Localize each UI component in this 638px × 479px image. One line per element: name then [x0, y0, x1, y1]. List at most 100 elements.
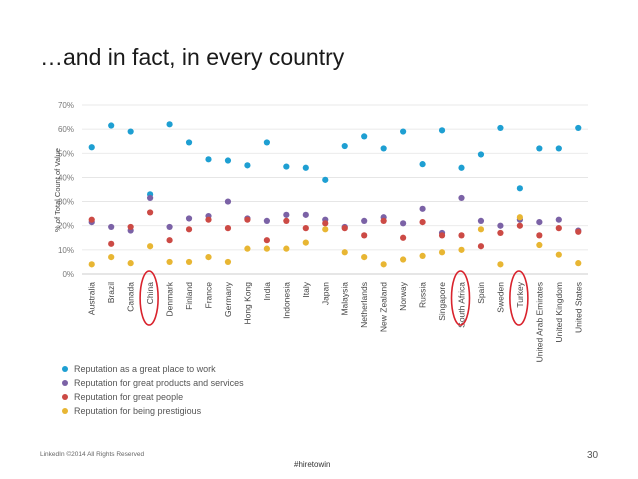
x-tick-label: Hong Kong: [242, 282, 252, 325]
x-tick-label: China: [145, 282, 155, 304]
x-tick-label: Denmark: [165, 281, 175, 316]
data-point: [555, 225, 562, 232]
data-point: [88, 216, 95, 223]
data-point: [400, 220, 407, 227]
data-point: [361, 254, 368, 261]
data-point: [244, 162, 251, 169]
data-point: [283, 217, 290, 224]
y-tick-label: 50%: [58, 149, 74, 158]
x-tick-label: Spain: [476, 282, 486, 304]
data-point: [438, 249, 446, 256]
x-tick-label: Russia: [418, 282, 428, 308]
data-point: [166, 237, 173, 244]
copyright-footer: LinkedIn ©2014 All Rights Reserved: [40, 451, 145, 458]
data-point: [127, 260, 134, 267]
x-tick-label: Singapore: [437, 282, 447, 321]
legend-label: Reputation as a great place to work: [74, 364, 216, 374]
legend: Reputation as a great place to work Repu…: [62, 362, 244, 418]
data-point: [224, 198, 232, 205]
x-tick-label: South Africa: [457, 282, 467, 328]
data-point: [341, 249, 348, 256]
legend-label: Reputation for great people: [74, 392, 184, 402]
data-point: [147, 194, 154, 202]
data-point: [302, 164, 309, 171]
data-point: [166, 258, 173, 266]
y-tick-label: 0%: [62, 270, 74, 279]
data-point: [283, 211, 290, 218]
data-point: [205, 254, 212, 261]
data-point: [536, 241, 543, 249]
data-point: [555, 251, 562, 258]
data-point: [477, 243, 485, 250]
data-point: [477, 226, 485, 233]
data-point: [477, 217, 485, 224]
data-point: [224, 258, 232, 266]
data-point: [341, 142, 348, 150]
x-tick-label: Turkey: [515, 281, 525, 307]
data-point: [341, 225, 348, 232]
data-point: [302, 225, 309, 232]
data-point: [380, 217, 387, 224]
x-tick-label: Netherlands: [359, 282, 369, 328]
data-point: [516, 222, 523, 229]
data-point: [283, 163, 290, 170]
data-point: [380, 261, 387, 268]
data-point: [263, 245, 270, 252]
data-point: [108, 122, 115, 129]
data-point: [536, 145, 543, 152]
legend-dot-purple-icon: [62, 380, 68, 386]
x-tick-label: Canada: [126, 282, 136, 312]
grid-layer: [82, 104, 588, 275]
data-point: [536, 218, 543, 226]
legend-dot-red-icon: [62, 394, 68, 400]
data-point: [458, 246, 465, 253]
data-point: [419, 218, 426, 226]
data-point: [322, 226, 329, 233]
data-point: [497, 222, 504, 229]
data-point: [88, 261, 95, 268]
data-point: [185, 258, 193, 266]
data-point: [361, 217, 368, 224]
data-point: [458, 164, 465, 171]
data-point: [400, 234, 407, 241]
legend-item: Reputation for being prestigious: [62, 404, 244, 418]
data-point: [458, 194, 465, 202]
data-point: [302, 211, 309, 218]
data-point: [516, 214, 523, 221]
data-points: [88, 121, 582, 268]
data-point: [361, 232, 368, 239]
highlight-oval: [450, 270, 471, 326]
data-point: [108, 254, 115, 261]
y-tick-label: 70%: [58, 101, 74, 110]
data-point: [322, 176, 329, 183]
data-point: [127, 128, 134, 135]
legend-label: Reputation for great products and servic…: [74, 378, 244, 388]
data-point: [185, 215, 193, 222]
data-point: [166, 121, 173, 128]
data-point: [419, 161, 426, 168]
x-tick-label: France: [204, 282, 214, 309]
highlight-ovals: [139, 270, 529, 326]
y-tick-label: 40%: [58, 173, 74, 182]
data-point: [147, 209, 154, 216]
x-tick-label: Norway: [398, 281, 408, 311]
data-point: [361, 133, 368, 140]
x-tick-label: Japan: [320, 282, 330, 305]
data-point: [244, 245, 251, 252]
data-point: [575, 124, 582, 132]
data-point: [108, 240, 115, 247]
x-tick-label: Finland: [184, 282, 194, 310]
data-point: [166, 223, 173, 231]
data-point: [419, 205, 426, 212]
x-tick-label: Sweden: [495, 282, 505, 313]
data-point: [400, 256, 407, 263]
x-tick-label: Italy: [301, 281, 311, 297]
data-point: [205, 216, 212, 223]
x-tick-labels: Australia Brazil Canada China Denmark Finland…: [87, 281, 584, 362]
data-point: [536, 232, 543, 239]
hashtag-footer: #hiretowin: [294, 460, 331, 469]
data-point: [263, 237, 270, 244]
data-point: [555, 145, 562, 152]
legend-item: Reputation for great people: [62, 390, 244, 404]
data-point: [516, 185, 523, 192]
